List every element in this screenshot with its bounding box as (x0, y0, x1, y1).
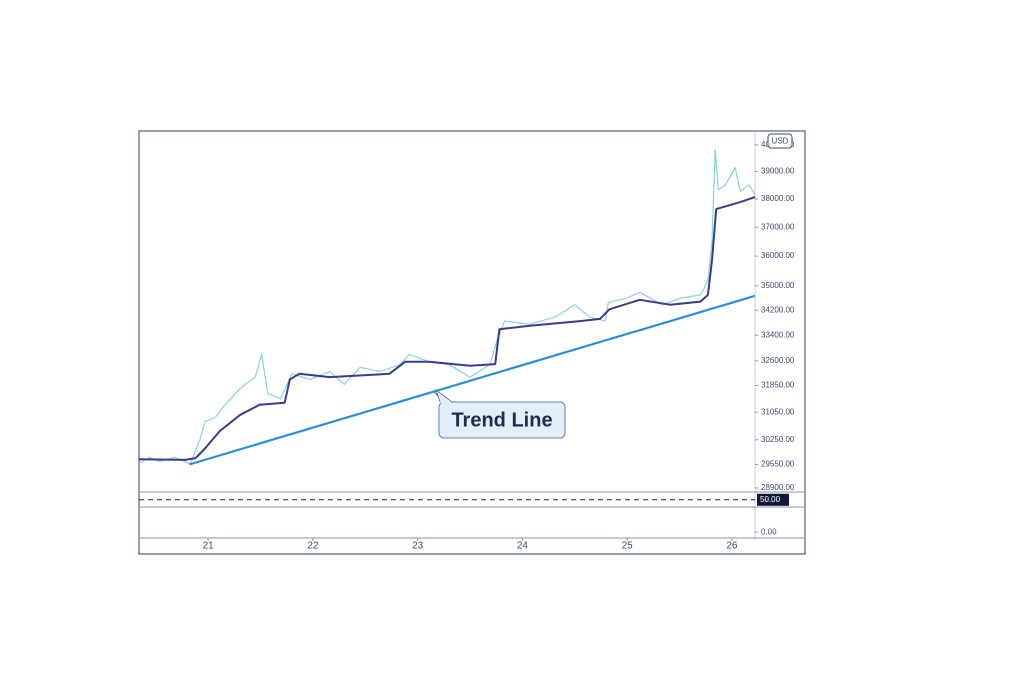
x-tick-label: 26 (726, 541, 738, 552)
annotation-pointer (435, 388, 453, 403)
y-tick-label: 31050.00 (761, 407, 795, 416)
unit-label: USD (772, 137, 789, 146)
unit-badge (767, 133, 793, 149)
y-tick-label: 34200.00 (761, 305, 795, 314)
y-tick-label: 37000.00 (761, 222, 795, 231)
y-tick-label: 28900.00 (761, 483, 795, 492)
y-tick-label: 0.00 (761, 527, 777, 536)
y-tick-label: 35000.00 (761, 281, 795, 290)
x-tick-label: 23 (412, 541, 424, 552)
y-tick-label: 33400.00 (761, 330, 795, 339)
series-line (188, 294, 756, 466)
y-tick-label: 32600.00 (761, 356, 795, 365)
y-tick-label: 39000.00 (761, 167, 795, 176)
y-tick-label: 36000.00 (761, 251, 795, 260)
x-tick-label: 21 (203, 541, 215, 552)
series-line (138, 196, 756, 461)
y-tick-label: 38000.00 (761, 194, 795, 203)
x-tick-label: 22 (307, 541, 319, 552)
level-label: 50.00 (760, 495, 781, 504)
frame (138, 130, 806, 555)
annotation-box (438, 401, 566, 439)
x-tick-label: 24 (517, 541, 529, 552)
level-badge (757, 493, 789, 506)
y-tick-label: 31850.00 (761, 380, 795, 389)
y-tick-label: 29550.00 (761, 460, 795, 469)
y-tick-label: 30250.00 (761, 435, 795, 444)
x-tick-label: 25 (622, 541, 634, 552)
annotation-label: Trend Line (451, 409, 552, 431)
